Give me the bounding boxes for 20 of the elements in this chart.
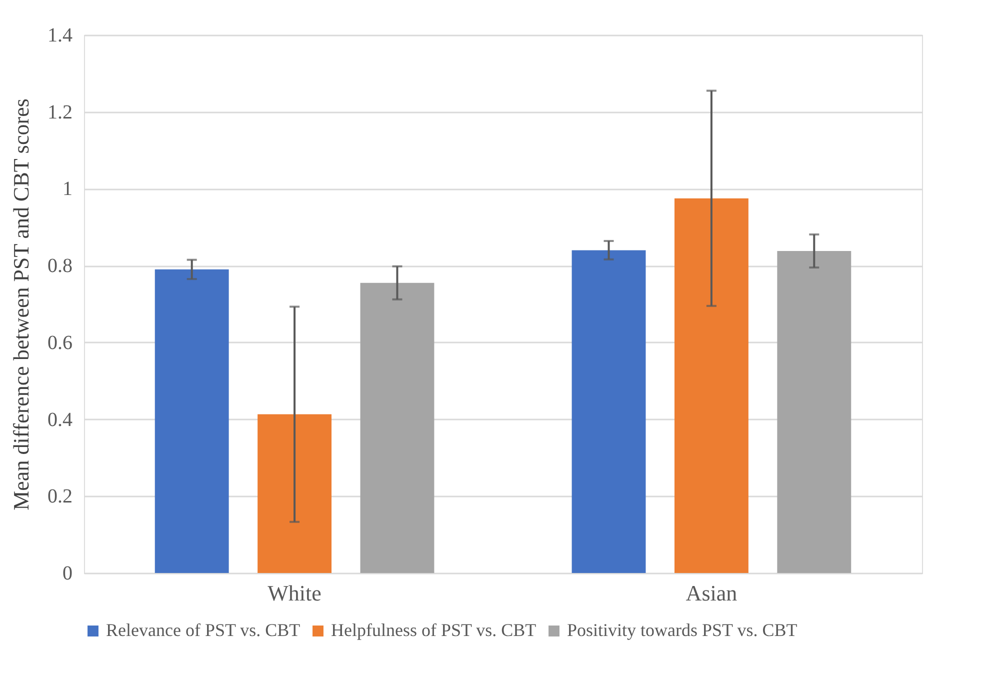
x-tick-label: White bbox=[268, 580, 322, 606]
bar bbox=[360, 282, 434, 573]
y-tick-label: 1.2 bbox=[48, 101, 72, 124]
x-tick-label: Asian bbox=[686, 580, 738, 606]
legend-label: Helpfulness of PST vs. CBT bbox=[331, 620, 536, 640]
bar bbox=[674, 198, 748, 573]
bar bbox=[258, 414, 332, 573]
y-tick-label: 0.4 bbox=[48, 408, 72, 431]
y-tick-label: 1.4 bbox=[48, 24, 72, 46]
y-axis-title: Mean difference between PST and CBT scores bbox=[8, 98, 34, 510]
y-tick-label: 0 bbox=[62, 562, 72, 584]
y-tick-label: 1 bbox=[62, 178, 72, 200]
y-tick-label: 0.2 bbox=[48, 486, 72, 508]
bar bbox=[572, 250, 646, 573]
y-tick-label: 0.8 bbox=[48, 255, 72, 278]
bar bbox=[154, 269, 229, 573]
y-tick-label: 0.6 bbox=[48, 332, 72, 354]
legend-label: Relevance of PST vs. CBT bbox=[106, 620, 300, 640]
legend-label: Positivity towards PST vs. CBT bbox=[567, 620, 798, 640]
bar bbox=[777, 250, 852, 573]
